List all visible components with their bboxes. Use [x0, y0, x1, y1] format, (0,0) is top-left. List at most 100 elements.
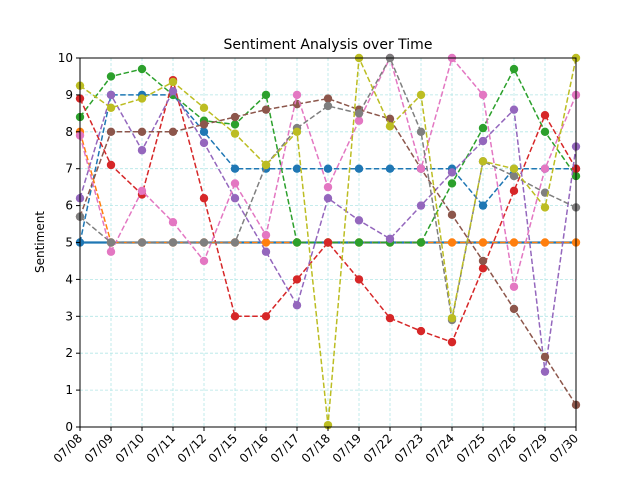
data-point [509, 164, 519, 173]
y-tick-label: 6 [65, 199, 73, 213]
data-point [168, 77, 178, 87]
data-point [199, 127, 209, 136]
data-point [230, 194, 240, 203]
data-point [447, 210, 457, 220]
data-point [292, 275, 302, 284]
x-tick-label: 07/11 [144, 431, 178, 465]
data-point [106, 90, 116, 100]
data-point [292, 238, 302, 247]
data-point [354, 238, 364, 247]
data-point [447, 313, 457, 323]
data-point [168, 127, 178, 136]
data-point [540, 352, 550, 362]
data-point [354, 216, 364, 225]
data-point [137, 127, 147, 136]
data-point [137, 186, 147, 196]
data-point [261, 90, 271, 100]
data-point [478, 90, 488, 100]
data-point [199, 138, 209, 148]
data-point [509, 105, 519, 114]
data-point [354, 109, 364, 118]
data-point [509, 171, 519, 181]
data-point [292, 127, 302, 136]
data-point [261, 160, 271, 170]
data-point [230, 312, 240, 321]
data-point [354, 116, 364, 125]
data-point [261, 247, 271, 256]
y-tick-label: 2 [65, 346, 73, 360]
data-point [106, 160, 116, 170]
series-7 [75, 53, 581, 291]
data-point [385, 114, 395, 124]
data-point [509, 238, 519, 247]
data-point [323, 101, 333, 111]
data-point [478, 123, 488, 133]
x-tick-label: 07/25 [454, 431, 488, 465]
x-tick-label: 07/09 [82, 431, 116, 465]
data-point [540, 164, 550, 173]
data-point [230, 112, 240, 122]
data-point [478, 136, 488, 146]
data-point [509, 186, 519, 196]
data-point [354, 275, 364, 284]
data-series [75, 53, 581, 430]
data-point [540, 110, 550, 120]
data-point [106, 127, 116, 136]
y-tick-label: 5 [65, 236, 73, 250]
data-point [509, 304, 519, 314]
x-tick-label: 07/22 [361, 431, 395, 465]
data-point [385, 313, 395, 323]
data-point [230, 179, 240, 188]
x-tick-label: 07/26 [485, 431, 519, 465]
series-line [79, 97, 577, 406]
series-line [79, 77, 577, 344]
y-tick-label: 8 [65, 125, 73, 139]
data-point [323, 164, 333, 173]
data-point [137, 146, 147, 155]
data-point [168, 87, 178, 96]
data-point [106, 238, 116, 247]
data-point [323, 194, 333, 203]
data-point [199, 120, 209, 129]
data-point [354, 164, 364, 173]
data-point [447, 337, 457, 347]
data-point [261, 238, 271, 247]
data-point [261, 312, 271, 321]
data-point [509, 64, 519, 74]
x-tick-label: 07/23 [392, 431, 426, 465]
data-point [540, 203, 550, 212]
data-point [106, 103, 116, 113]
data-point [230, 164, 240, 173]
data-point [230, 129, 240, 138]
data-point [323, 182, 333, 192]
data-point [230, 120, 240, 129]
data-point [292, 301, 302, 310]
data-point [540, 238, 550, 247]
chart-title: Sentiment Analysis over Time [224, 37, 433, 53]
data-point [292, 164, 302, 173]
y-tick-label: 9 [65, 88, 73, 102]
data-point [478, 256, 488, 266]
y-tick-label: 4 [65, 272, 73, 286]
data-point [416, 127, 426, 136]
x-tick-label: 07/15 [206, 431, 240, 465]
data-point [540, 367, 550, 376]
data-point [447, 168, 457, 177]
data-point [416, 326, 426, 336]
y-tick-label: 1 [65, 383, 73, 397]
data-point [199, 238, 209, 247]
data-point [540, 127, 550, 136]
data-point [447, 238, 457, 247]
data-point [416, 201, 426, 210]
data-point [416, 238, 426, 247]
data-point [478, 264, 488, 273]
data-point [199, 194, 209, 203]
x-tick-label: 07/18 [299, 431, 333, 465]
y-axis-label: Sentiment [33, 211, 47, 273]
data-point [199, 103, 209, 113]
data-point [478, 201, 488, 210]
data-point [292, 90, 302, 100]
data-point [385, 122, 395, 131]
series-9 [75, 53, 581, 430]
